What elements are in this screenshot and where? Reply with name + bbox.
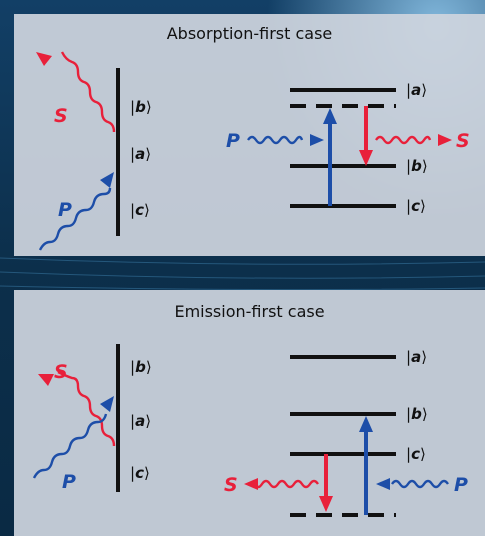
right-pump-wave [391, 479, 449, 489]
stokes-arrowhead [36, 52, 52, 66]
right-ket-a: |a⟩ [406, 348, 427, 366]
absorption-diagram: |b⟩ |a⟩ |c⟩ S P |a⟩ |b⟩ |c⟩ P S [36, 51, 470, 251]
right-stokes-label: S [224, 474, 238, 496]
right-ket-c: |c⟩ [406, 445, 426, 463]
right-ket-a: |a⟩ [406, 81, 427, 99]
emission-diagram: |b⟩ |a⟩ |c⟩ S P |a⟩ |b⟩ |c⟩ S P [32, 344, 468, 517]
pump-photon-wave [38, 187, 112, 251]
left-ket-c-symbol: c [135, 464, 144, 482]
right-stokes-arrowhead [438, 134, 452, 146]
pump-photon-wave [32, 413, 108, 479]
right-ket-a-symbol: a [411, 81, 421, 99]
left-ket-c: |c⟩ [130, 464, 150, 482]
panel-title: Absorption-first case [166, 24, 333, 43]
right-ket-c-symbol: c [411, 197, 420, 215]
left-stokes-label: S [54, 105, 68, 127]
right-stokes-arrowhead [244, 478, 258, 490]
left-ket-b: |b⟩ [130, 358, 152, 376]
left-ket-a: |a⟩ [130, 412, 151, 430]
right-pump-label: P [226, 130, 240, 152]
left-pump-label: P [58, 199, 72, 221]
stokes-transition-arrowhead [359, 150, 373, 166]
right-ket-b-symbol: b [411, 157, 422, 175]
pump-arrowhead [100, 396, 114, 412]
right-stokes-wave [375, 135, 432, 145]
right-ket-c: |c⟩ [406, 197, 426, 215]
right-stokes-label: S [456, 130, 470, 152]
stokes-arrowhead [38, 374, 54, 386]
left-ket-b: |b⟩ [130, 98, 152, 116]
right-stokes-wave [254, 479, 319, 489]
left-ket-a-symbol: a [135, 145, 145, 163]
right-ket-c-symbol: c [411, 445, 420, 463]
pump-arrowhead [100, 172, 114, 188]
right-ket-b-symbol: b [411, 405, 422, 423]
right-pump-wave [247, 135, 304, 145]
panel-title: Emission-first case [174, 302, 325, 321]
absorption-first-panel: Absorption-first case |b⟩ |a⟩ |c⟩ S P |a… [14, 14, 485, 256]
left-pump-label: P [62, 471, 76, 493]
pump-transition-arrowhead [323, 108, 337, 124]
left-ket-b-symbol: b [135, 98, 146, 116]
left-ket-b-symbol: b [135, 358, 146, 376]
right-pump-arrowhead [376, 478, 390, 490]
left-ket-c: |c⟩ [130, 201, 150, 219]
right-pump-arrowhead [310, 134, 324, 146]
emission-first-panel: Emission-first case |b⟩ |a⟩ |c⟩ S P |a⟩ … [14, 290, 485, 536]
right-ket-a-symbol: a [411, 348, 421, 366]
stokes-photon-wave [57, 370, 116, 447]
left-stokes-label: S [54, 361, 68, 383]
stokes-photon-wave [60, 51, 116, 133]
pump-transition-arrowhead [359, 416, 373, 432]
right-ket-b: |b⟩ [406, 405, 428, 423]
right-ket-b: |b⟩ [406, 157, 428, 175]
right-pump-label: P [454, 474, 468, 496]
left-ket-a-symbol: a [135, 412, 145, 430]
left-ket-c-symbol: c [135, 201, 144, 219]
left-ket-a: |a⟩ [130, 145, 151, 163]
stokes-transition-arrowhead [319, 496, 333, 512]
